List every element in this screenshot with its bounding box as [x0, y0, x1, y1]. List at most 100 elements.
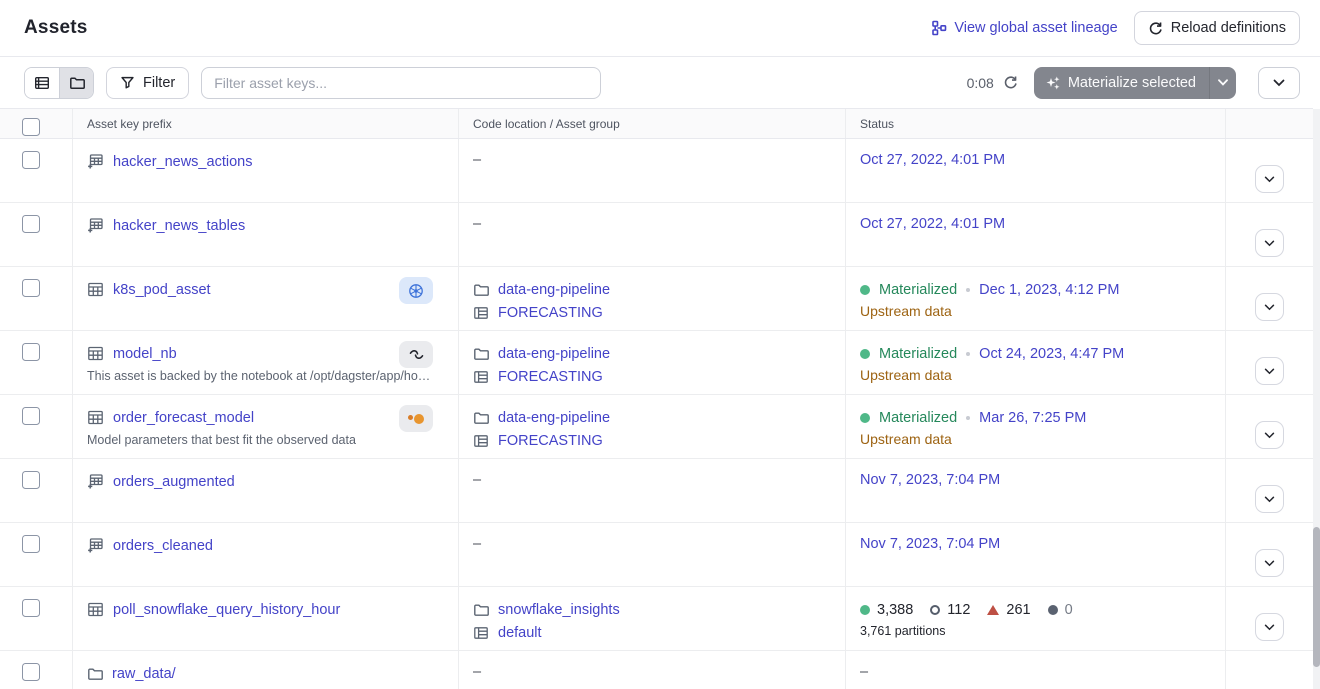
materialized-count-dot	[860, 604, 870, 615]
asset-group-link[interactable]: FORECASTING	[498, 432, 603, 449]
location-empty-dash: –	[473, 216, 482, 232]
row-menu-button[interactable]	[1255, 229, 1284, 257]
asset-key-link[interactable]: hacker_news_tables	[113, 217, 246, 234]
row-menu-button[interactable]	[1255, 165, 1284, 193]
location-empty-dash: –	[473, 664, 482, 680]
status-timestamp-link[interactable]: Mar 26, 7:25 PM	[979, 409, 1087, 426]
upstream-data-label[interactable]: Upstream data	[860, 367, 952, 383]
asset-prefix-icon	[87, 473, 104, 490]
row-checkbox[interactable]	[22, 215, 40, 233]
row-checkbox[interactable]	[22, 663, 40, 681]
row-menu-button[interactable]	[1255, 357, 1284, 385]
upstream-data-label[interactable]: Upstream data	[860, 303, 952, 319]
row-checkbox[interactable]	[22, 599, 40, 617]
separator-dot	[966, 287, 971, 292]
materialized-count: 3,388	[877, 601, 914, 618]
code-location-link[interactable]: data-eng-pipeline	[498, 409, 611, 426]
status-timestamp-link[interactable]: Dec 1, 2023, 4:12 PM	[979, 281, 1120, 298]
status-timestamp-link[interactable]: Oct 27, 2022, 4:01 PM	[860, 216, 1006, 232]
refresh-icon[interactable]	[1003, 75, 1018, 90]
view-global-asset-lineage-link[interactable]: View global asset lineage	[931, 20, 1118, 36]
compute-kind-badge-jupyter[interactable]	[399, 405, 433, 432]
row-menu-button[interactable]	[1255, 613, 1284, 641]
reload-definitions-button[interactable]: Reload definitions	[1133, 11, 1300, 45]
failed-count: 261	[1006, 601, 1031, 618]
asset-prefix-icon	[87, 537, 104, 554]
folder-view-button[interactable]	[59, 67, 93, 98]
code-location-link[interactable]: snowflake_insights	[498, 601, 620, 618]
asset-group-link[interactable]: FORECASTING	[498, 368, 603, 385]
select-all-checkbox[interactable]	[22, 117, 40, 136]
more-actions-button[interactable]	[1258, 66, 1300, 99]
table-row: orders_cleaned – Nov 7, 2023, 7:04 PM	[0, 523, 1313, 587]
filter-button[interactable]: Filter	[106, 66, 190, 99]
missing-count: 0	[1064, 601, 1073, 618]
row-checkbox[interactable]	[22, 471, 40, 489]
row-menu-button[interactable]	[1255, 485, 1284, 513]
row-checkbox[interactable]	[22, 343, 40, 361]
asset-group-link[interactable]: FORECASTING	[498, 304, 603, 321]
asset-group-icon	[473, 433, 489, 449]
materialize-options-caret[interactable]	[1209, 66, 1236, 99]
materialized-status-dot	[860, 348, 870, 359]
table-row: hacker_news_actions – Oct 27, 2022, 4:01…	[0, 139, 1313, 203]
lineage-icon	[931, 20, 947, 36]
assets-table: Asset key prefix Code location / Asset g…	[0, 108, 1313, 689]
asset-key-link[interactable]: raw_data/	[112, 665, 176, 682]
failed-count-triangle-icon	[987, 604, 1000, 615]
asset-key-link[interactable]: poll_snowflake_query_history_hour	[113, 601, 341, 618]
folder-icon	[87, 666, 103, 682]
asset-table-icon	[87, 345, 104, 362]
filter-asset-keys-input[interactable]	[201, 66, 602, 99]
code-location-link[interactable]: data-eng-pipeline	[498, 281, 611, 298]
jupyter-icon	[408, 412, 424, 426]
asset-description: This asset is backed by the notebook at …	[87, 369, 431, 383]
compute-kind-badge-noteable[interactable]	[399, 341, 433, 368]
vertical-scrollbar-thumb[interactable]	[1313, 527, 1320, 667]
row-checkbox[interactable]	[22, 535, 40, 553]
status-timestamp-link[interactable]: Nov 7, 2023, 7:04 PM	[860, 536, 1001, 552]
asset-table-icon	[87, 281, 104, 298]
row-menu-button[interactable]	[1255, 549, 1284, 577]
row-checkbox[interactable]	[22, 279, 40, 297]
assets-toolbar: Filter 0:08 Materialize selected	[0, 57, 1320, 108]
materialize-selected-label: Materialize selected	[1067, 74, 1196, 91]
code-location-link[interactable]: data-eng-pipeline	[498, 345, 611, 362]
row-checkbox[interactable]	[22, 151, 40, 169]
asset-key-link[interactable]: model_nb	[113, 345, 177, 362]
vertical-scrollbar-track[interactable]	[1313, 109, 1320, 689]
asset-key-link[interactable]: order_forecast_model	[113, 409, 255, 426]
asset-group-link[interactable]: default	[498, 624, 542, 641]
missing-count-dot	[1047, 604, 1058, 615]
row-menu-button[interactable]	[1255, 293, 1284, 321]
reload-definitions-label: Reload definitions	[1170, 20, 1286, 36]
observed-count: 112	[947, 601, 971, 618]
list-view-button[interactable]	[25, 67, 59, 98]
asset-key-link[interactable]: hacker_news_actions	[113, 153, 253, 170]
asset-prefix-icon	[87, 217, 104, 234]
status-timestamp-link[interactable]: Oct 27, 2022, 4:01 PM	[860, 152, 1006, 168]
folder-view-icon	[69, 75, 85, 91]
materialize-selected-button[interactable]: Materialize selected	[1033, 66, 1209, 99]
lineage-link-label: View global asset lineage	[954, 20, 1118, 36]
asset-group-icon	[473, 305, 489, 321]
separator-dot	[966, 351, 971, 356]
asset-key-link[interactable]: orders_augmented	[113, 473, 235, 490]
caret-down-icon	[1218, 79, 1228, 86]
folder-icon	[473, 346, 489, 362]
status-label: Materialized	[879, 281, 958, 298]
column-header-status: Status	[845, 109, 1225, 138]
row-menu-button[interactable]	[1255, 421, 1284, 449]
observed-count-ring-icon	[930, 604, 941, 615]
asset-key-link[interactable]: k8s_pod_asset	[113, 281, 211, 298]
refresh-countdown: 0:08	[966, 74, 994, 91]
upstream-data-label[interactable]: Upstream data	[860, 431, 952, 447]
status-timestamp-link[interactable]: Nov 7, 2023, 7:04 PM	[860, 472, 1001, 488]
asset-table-icon	[87, 601, 104, 618]
compute-kind-badge-kubernetes[interactable]	[399, 277, 433, 304]
row-checkbox[interactable]	[22, 407, 40, 425]
view-toggle	[24, 66, 94, 99]
asset-key-link[interactable]: orders_cleaned	[113, 537, 213, 554]
status-timestamp-link[interactable]: Oct 24, 2023, 4:47 PM	[979, 345, 1125, 362]
table-row: k8s_pod_asset data-eng-pipeline	[0, 267, 1313, 331]
